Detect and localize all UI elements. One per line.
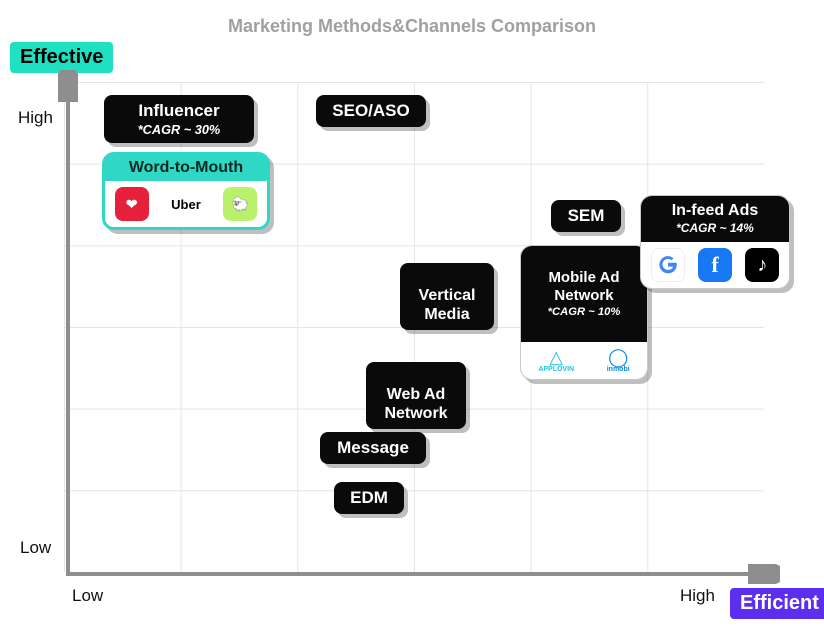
node-label: EDM (350, 488, 388, 507)
node-sub: *CAGR ~ 30% (116, 123, 242, 138)
uber-icon: Uber (162, 187, 210, 221)
tiktok-icon: ♪ (745, 248, 779, 282)
node-label: Mobile Ad Network (548, 269, 619, 303)
node-vertical: Vertical Media (400, 263, 494, 330)
node-sub: *CAGR ~ 14% (651, 222, 779, 236)
applovin-icon: △ APPLOVIN (538, 348, 574, 373)
node-label: Message (337, 438, 409, 457)
facebook-icon: f (698, 248, 732, 282)
sheep-icon: 🐑 (223, 187, 257, 221)
pdd-icon: ❤ (115, 187, 149, 221)
node-label: In-feed Ads (672, 202, 759, 219)
node-label: SEM (568, 206, 605, 225)
x-axis-label: Efficient (730, 588, 824, 619)
wom-header: Word-to-Mouth (105, 155, 267, 181)
node-label: SEO/ASO (332, 101, 409, 120)
inmobi-icon: ◯ inmobi (607, 348, 630, 373)
man-icon-row: △ APPLOVIN ◯ inmobi (521, 342, 647, 379)
x-tick-low: Low (72, 586, 103, 606)
node-label: Web Ad Network (384, 386, 447, 421)
node-edm: EDM (334, 482, 404, 514)
node-label: Vertical Media (419, 287, 476, 322)
chart-title: Marketing Methods&Channels Comparison (0, 16, 824, 37)
y-axis-label: Effective (10, 42, 113, 73)
node-sub: *CAGR ~ 10% (531, 306, 637, 319)
y-tick-low: Low (20, 538, 51, 558)
x-tick-high: High (680, 586, 715, 606)
node-message: Message (320, 432, 426, 464)
node-man: Mobile Ad Network *CAGR ~ 10% △ APPLOVIN… (520, 245, 648, 380)
node-label: Influencer (138, 101, 219, 120)
node-seo: SEO/ASO (316, 95, 426, 127)
y-tick-high: High (18, 108, 53, 128)
wom-icon-row: ❤ Uber 🐑 (105, 181, 267, 227)
node-wom: Word-to-Mouth ❤ Uber 🐑 (102, 152, 270, 230)
node-infeed: In-feed Ads *CAGR ~ 14% f ♪ (640, 195, 790, 289)
google-icon (651, 248, 685, 282)
infeed-icon-row: f ♪ (641, 242, 789, 288)
node-influencer: Influencer *CAGR ~ 30% (104, 95, 254, 143)
node-sem: SEM (551, 200, 621, 232)
node-webad: Web Ad Network (366, 362, 466, 429)
